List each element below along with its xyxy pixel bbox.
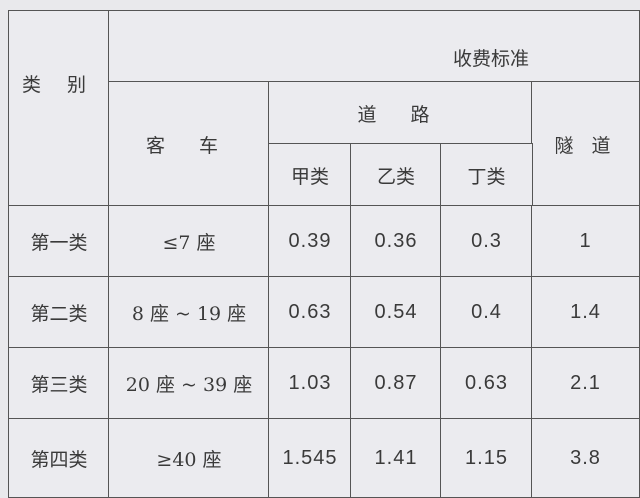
header-class-a: 甲类	[268, 143, 352, 207]
cell-category-value: 第四类	[30, 448, 88, 471]
cell-tunnel-value: 1.4	[570, 300, 601, 323]
cell-d-value: 1.15	[465, 446, 508, 469]
cell-tunnel: 3.8	[531, 418, 640, 498]
header-class-b: 乙类	[350, 143, 442, 207]
cell-seats: ≤7 座	[108, 205, 270, 277]
cell-b: 0.36	[350, 205, 442, 277]
cell-category-value: 第三类	[30, 373, 88, 396]
cell-b: 0.54	[350, 276, 442, 348]
cell-d: 0.3	[440, 205, 533, 277]
cell-seats-value: ≥40 座	[156, 448, 222, 471]
header-category: 类 别	[8, 10, 110, 207]
cell-tunnel-value: 1	[579, 229, 592, 252]
header-class-a-label: 甲类	[290, 165, 329, 188]
header-class-d-label: 丁类	[467, 165, 506, 188]
cell-d: 0.63	[440, 347, 533, 419]
cell-a-value: 1.545	[282, 446, 338, 469]
cell-d: 0.4	[440, 276, 533, 348]
cell-seats: 20 座 ~ 39 座	[108, 347, 270, 419]
cell-tunnel: 1	[531, 205, 640, 277]
cell-b: 1.41	[350, 418, 442, 498]
cell-tunnel-value: 2.1	[570, 371, 601, 394]
cell-a-value: 0.63	[288, 300, 332, 323]
cell-seats: ≥40 座	[108, 418, 270, 498]
cell-tunnel-value: 3.8	[570, 446, 601, 469]
header-tunnel: 隧 道	[531, 81, 640, 207]
header-fee-standard-label: 收费标准	[452, 48, 529, 70]
cell-d-value: 0.63	[465, 371, 508, 394]
cell-b-value: 0.87	[374, 371, 418, 394]
cell-seats-value: 8 座 ~ 19 座	[131, 302, 247, 325]
header-tunnel-label: 隧 道	[554, 134, 617, 157]
cell-category-value: 第一类	[30, 231, 88, 254]
cell-category: 第二类	[8, 276, 110, 348]
cell-seats-value: 20 座 ~ 39 座	[125, 373, 253, 396]
header-road: 道 路	[268, 81, 533, 145]
cell-a: 1.545	[268, 418, 352, 498]
cell-b-value: 0.36	[374, 229, 418, 252]
cell-d: 1.15	[440, 418, 533, 498]
cell-b-value: 0.54	[374, 300, 418, 323]
header-class-d: 丁类	[440, 143, 533, 207]
cell-category-value: 第二类	[30, 302, 88, 325]
cell-seats-value: ≤7 座	[162, 231, 216, 254]
header-category-label: 类 别	[21, 74, 97, 96]
cell-a-value: 0.39	[288, 229, 332, 252]
cell-a: 0.39	[268, 205, 352, 277]
header-passenger-car-label: 客 车	[145, 134, 233, 157]
cell-a-value: 1.03	[288, 371, 332, 394]
header-road-label: 道 路	[357, 103, 444, 126]
cell-tunnel: 2.1	[531, 347, 640, 419]
cell-category: 第三类	[8, 347, 110, 419]
header-class-b-label: 乙类	[376, 165, 415, 188]
cell-d-value: 0.4	[471, 300, 502, 323]
cell-a: 0.63	[268, 276, 352, 348]
cell-tunnel: 1.4	[531, 276, 640, 348]
cell-a: 1.03	[268, 347, 352, 419]
cell-d-value: 0.3	[471, 229, 502, 252]
header-fee-standard: 收费标准	[108, 10, 640, 83]
cell-b: 0.87	[350, 347, 442, 419]
header-passenger-car: 客 车	[108, 81, 270, 207]
cell-b-value: 1.41	[374, 446, 418, 469]
cell-seats: 8 座 ~ 19 座	[108, 276, 270, 348]
cell-category: 第四类	[8, 418, 110, 498]
cell-category: 第一类	[8, 205, 110, 277]
